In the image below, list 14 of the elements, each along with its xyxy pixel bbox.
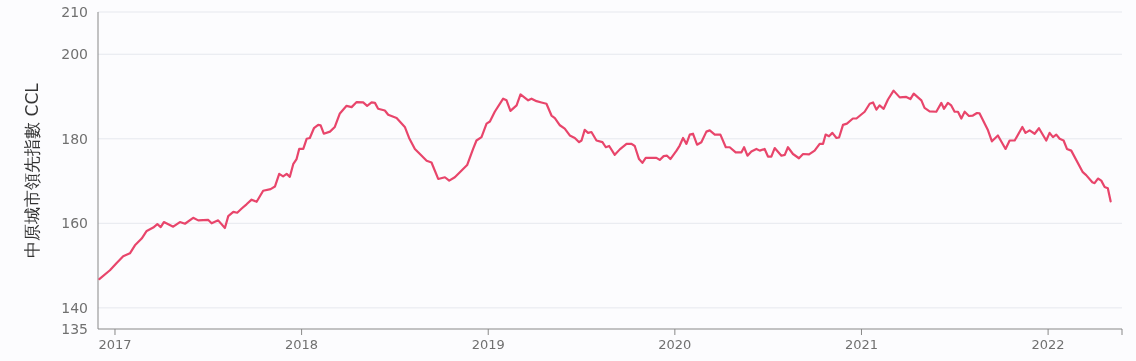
x-tick-label: 2017 <box>98 337 132 352</box>
x-tick-label: 2021 <box>844 337 879 352</box>
y-tick-label: 140 <box>61 299 88 316</box>
y-tick-label: 200 <box>61 46 88 63</box>
x-tick-label: 2020 <box>658 337 692 352</box>
y-tick-label: 210 <box>61 4 88 20</box>
y-tick-label: 135 <box>61 321 88 337</box>
y-tick-label: 160 <box>61 215 88 232</box>
x-tick-label: 2018 <box>285 337 319 352</box>
x-tick-label: 2022 <box>1031 337 1065 352</box>
y-axis-title: 中原城市領先指數 CCL <box>22 82 42 258</box>
y-tick-label: 180 <box>61 130 88 147</box>
x-tick-label: 2019 <box>471 337 505 352</box>
line-series <box>98 89 1112 281</box>
